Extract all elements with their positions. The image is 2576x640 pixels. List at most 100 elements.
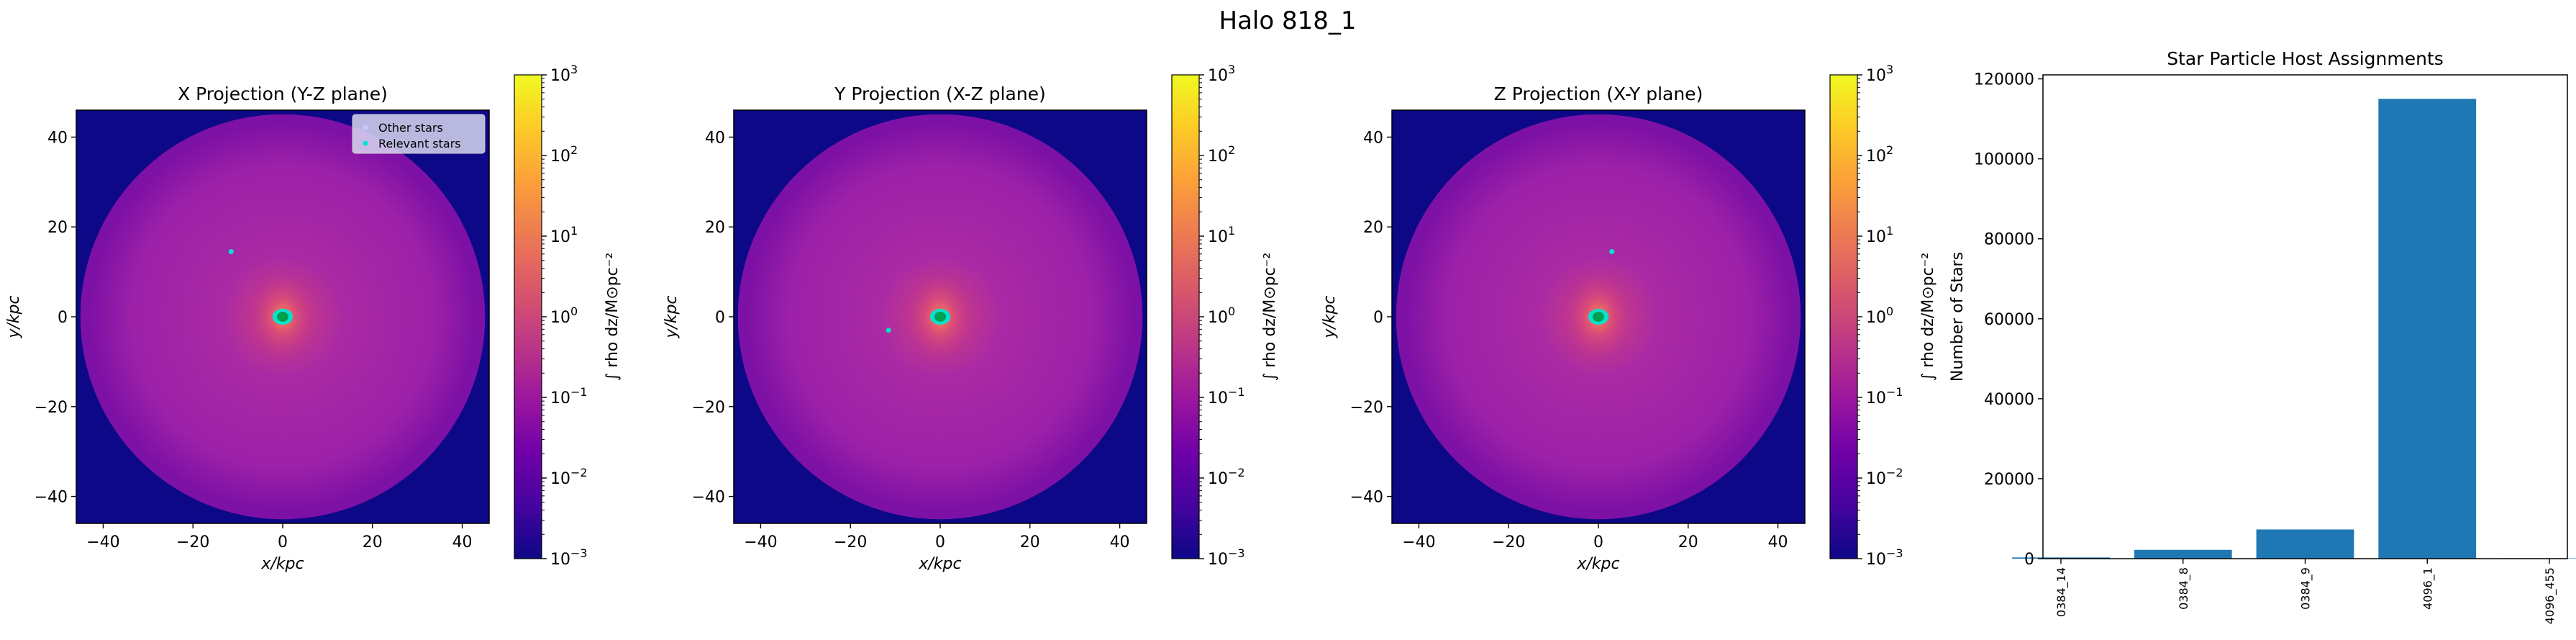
x-tick-label: −40 [744,533,777,551]
y-tick-label: −20 [35,399,68,417]
x-tick-label: 0 [935,533,945,551]
colorbar-tick-exp: −2 [1228,466,1245,479]
colorbar-tick-base: 10 [1208,470,1228,488]
bar-category-label: 0384_8 [2177,567,2191,610]
colorbar [514,74,542,559]
colorbar-tick-exp: 0 [1228,305,1235,318]
bar-category-label: 4096_455 [2543,567,2557,624]
projection-panel-2: Y Projection (X-Z plane)−40 −20 0 20 40−40−2… [663,63,1279,573]
colorbar-tick-label: 101 [1208,224,1235,246]
bar-y-tick-label: 80000 [1984,231,2034,249]
bar-category-label: 0384_9 [2299,567,2313,610]
colorbar-tick-exp: 2 [1228,143,1235,157]
x-tick-label: −20 [1492,533,1525,551]
legend-box [352,114,486,154]
colorbar-tick-base: 10 [1208,309,1228,327]
bar-0384_14 [2012,557,2110,559]
colorbar-tick-exp: 1 [1228,224,1235,238]
colorbar-tick-base: 10 [550,148,570,166]
x-tick-label: 0 [278,533,288,551]
x-tick-label: 40 [1768,533,1788,551]
colorbar-label: ∫ rho dz/M⊙pc⁻² [604,253,622,381]
colorbar-tick-exp: 0 [570,305,578,318]
bar-y-tick-label: 120000 [1974,71,2034,89]
y-tick-label: 0 [1373,309,1383,327]
colorbar-tick-exp: 3 [570,63,578,76]
colorbar-label: ∫ rho dz/M⊙pc⁻² [1261,253,1279,381]
colorbar-tick-base: 10 [550,309,570,327]
colorbar-tick-label: 10−3 [1866,546,1903,569]
colorbar-tick-base: 10 [1208,551,1228,569]
bar-category-label: 0384_14 [2054,567,2069,617]
colorbar-tick-exp: 3 [1228,63,1235,76]
relevant-star-point [228,249,234,255]
y-tick-label: −40 [692,489,725,507]
x-tick-label: 40 [1110,533,1130,551]
y-tick-label: 0 [715,309,725,327]
colorbar-tick-exp: 1 [1886,224,1893,238]
x-axis-label: x/kpc [260,555,304,573]
colorbar-tick-label: 100 [1866,305,1893,327]
y-tick-label: 20 [47,219,68,237]
bar-4096_1 [2378,99,2477,559]
panel-title: Y Projection (X-Z plane) [834,84,1046,104]
y-tick-label: 0 [58,309,68,327]
y-tick-label: 20 [1363,219,1383,237]
projection-panels: X Projection (Y-Z plane)−40 −20 0 20 40−40−2… [5,63,1937,573]
bar-0384_9 [2256,529,2354,559]
star-core [277,312,288,322]
y-axis-label: y/kpc [1321,295,1339,338]
colorbar-tick-label: 102 [550,143,578,166]
x-tick-label: 20 [363,533,383,551]
colorbar-tick-label: 102 [1866,143,1893,166]
figure-title: Halo 818_1 [1219,6,1357,35]
colorbar [1171,74,1200,559]
colorbar-tick-base: 10 [550,551,570,569]
colorbar-tick-exp: −1 [1228,385,1245,399]
x-tick-label: −40 [86,533,119,551]
bar-y-axis-label: Number of Stars [1949,252,1967,382]
legend-entry-label: Other stars [378,121,443,135]
bar-y-tick-label: 60000 [1984,311,2034,329]
colorbar-tick-base: 10 [1208,148,1228,166]
x-tick-label: 20 [1678,533,1698,551]
star-core [1593,312,1604,322]
bar-chart-title: Star Particle Host Assignments [2167,48,2444,69]
colorbar-tick-base: 10 [1866,148,1886,166]
colorbar-tick-label: 10−2 [550,466,588,488]
x-tick-label: 20 [1020,533,1040,551]
colorbar [1829,74,1858,559]
legend-marker [363,125,368,130]
x-tick-label: −20 [176,533,209,551]
bar-chart-panel: Star Particle Host Assignments 0384_14 038… [1949,48,2576,624]
colorbar-tick-exp: −3 [1228,546,1245,560]
bar-0384_8 [2134,549,2232,559]
relevant-star-point [886,328,891,333]
colorbar-tick-base: 10 [1866,551,1886,569]
colorbar-tick-label: 103 [1208,63,1235,85]
colorbar-tick-exp: 2 [570,143,578,157]
colorbar-tick-label: 10−1 [1866,385,1903,407]
y-tick-label: 40 [47,129,68,147]
colorbar-tick-base: 10 [550,470,570,488]
colorbar-tick-base: 10 [550,67,570,85]
x-axis-label: x/kpc [918,555,961,573]
panel-title: Z Projection (X-Y plane) [1494,84,1703,104]
colorbar-tick-label: 10−3 [550,546,588,569]
y-axis-label: y/kpc [663,295,681,338]
colorbar-tick-label: 100 [550,305,578,327]
colorbar-label: ∫ rho dz/M⊙pc⁻² [1919,253,1937,381]
colorbar-tick-base: 10 [1208,67,1228,85]
y-tick-label: −40 [35,489,68,507]
colorbar-tick-exp: 2 [1886,143,1893,157]
colorbar-tick-label: 102 [1208,143,1235,166]
projection-panel-3: Z Projection (X-Y plane)−40 −20 0 20 40−40−2… [1321,63,1937,573]
bar-y-tick-label: 40000 [1984,391,2034,409]
colorbar-tick-label: 10−2 [1866,466,1903,488]
colorbar-tick-exp: 1 [570,224,578,238]
y-tick-label: −20 [692,399,725,417]
colorbar-tick-exp: −2 [570,466,588,479]
colorbar-tick-exp: 0 [1886,305,1893,318]
bar-axes-frame [2042,74,2568,559]
bar-y-tick-label: 20000 [1984,471,2034,489]
